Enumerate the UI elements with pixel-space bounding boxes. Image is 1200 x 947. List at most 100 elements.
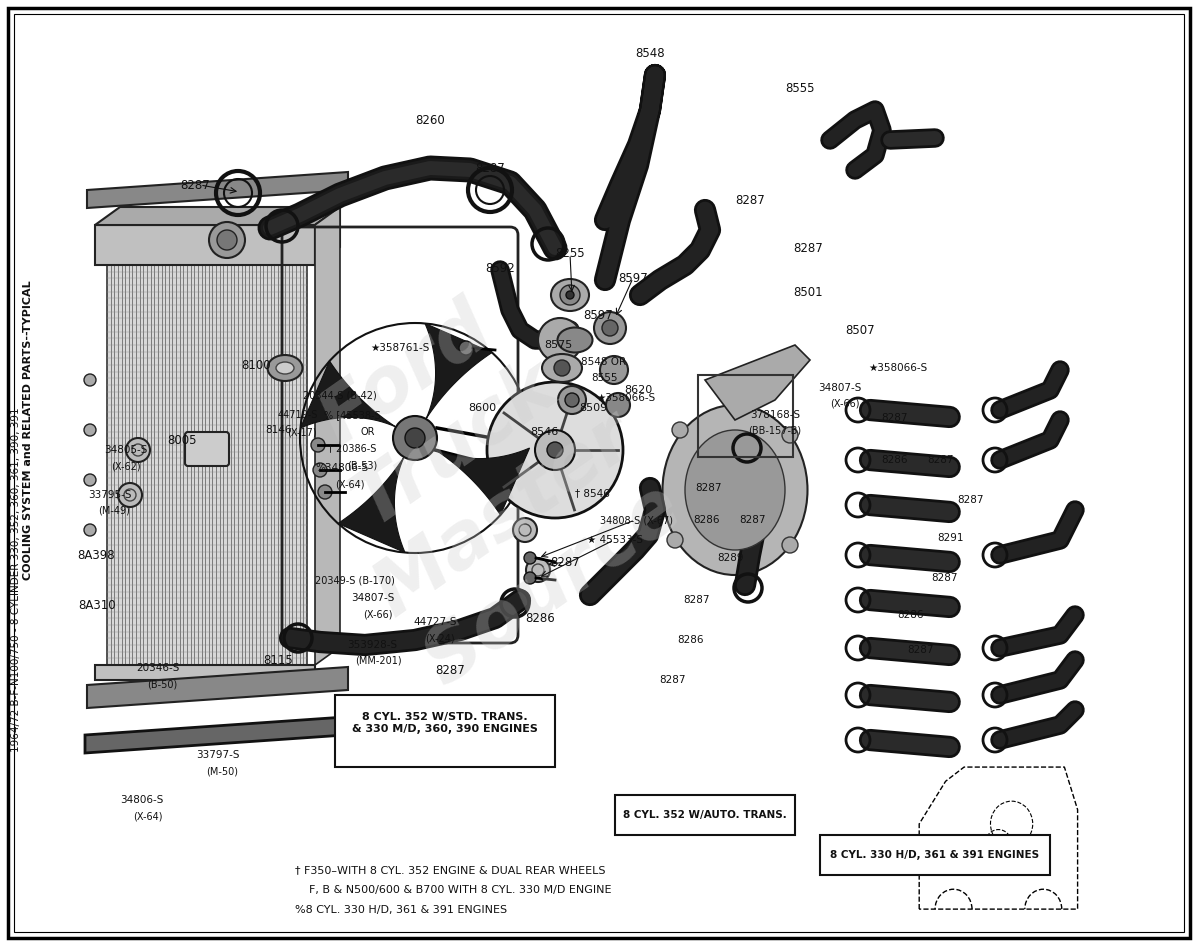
Text: (B-53): (B-53)	[347, 460, 377, 470]
Text: 8A310: 8A310	[78, 599, 116, 612]
Circle shape	[118, 483, 142, 507]
Ellipse shape	[551, 279, 589, 311]
Circle shape	[84, 424, 96, 436]
Text: 8100: 8100	[241, 359, 271, 371]
Text: 8548: 8548	[635, 46, 665, 60]
Text: (M-49): (M-49)	[98, 505, 130, 515]
Circle shape	[538, 318, 582, 362]
Text: 8555: 8555	[590, 373, 617, 383]
Polygon shape	[107, 247, 332, 265]
Bar	[107, 265, 307, 665]
Circle shape	[565, 393, 580, 407]
Polygon shape	[425, 324, 492, 419]
Text: 8286: 8286	[677, 635, 703, 645]
Circle shape	[514, 518, 538, 542]
Circle shape	[217, 230, 238, 250]
Circle shape	[84, 524, 96, 536]
Circle shape	[667, 532, 683, 548]
Circle shape	[458, 341, 473, 355]
Text: (X-24): (X-24)	[425, 633, 455, 643]
Text: 34807-S: 34807-S	[352, 593, 395, 603]
Text: 8287: 8287	[793, 241, 823, 255]
Text: 8507: 8507	[845, 324, 875, 336]
Text: 34808-S (X-67): 34808-S (X-67)	[600, 515, 672, 525]
Text: ★358066-S: ★358066-S	[596, 393, 655, 403]
Text: 8287: 8287	[926, 455, 953, 465]
Polygon shape	[88, 172, 348, 208]
Text: 8287: 8287	[659, 675, 685, 685]
Circle shape	[526, 558, 550, 582]
Text: % ⁅45538-S: % ⁅45538-S	[324, 410, 380, 420]
Text: 8287: 8287	[695, 483, 721, 493]
Text: 8115: 8115	[263, 653, 293, 667]
Circle shape	[524, 552, 536, 564]
Circle shape	[558, 386, 586, 414]
Text: 8286: 8286	[882, 455, 908, 465]
Text: 8 CYL. 330 H/D, 361 & 391 ENGINES: 8 CYL. 330 H/D, 361 & 391 ENGINES	[830, 850, 1039, 860]
Text: 8287: 8287	[931, 573, 959, 583]
Text: (X-17): (X-17)	[287, 427, 317, 437]
Text: (B-50): (B-50)	[146, 679, 178, 689]
Circle shape	[672, 422, 688, 438]
Text: 8620: 8620	[624, 385, 652, 395]
Polygon shape	[434, 448, 529, 515]
Polygon shape	[85, 717, 346, 753]
Polygon shape	[706, 345, 810, 420]
Text: 8597: 8597	[583, 309, 613, 321]
Text: 20346-S: 20346-S	[137, 663, 180, 673]
Text: OR: OR	[361, 427, 376, 437]
Text: 8 CYL. 352 W/STD. TRANS.
& 330 M/D, 360, 390 ENGINES: 8 CYL. 352 W/STD. TRANS. & 330 M/D, 360,…	[352, 712, 538, 734]
Text: 8287: 8287	[550, 556, 580, 568]
Ellipse shape	[542, 354, 582, 382]
Polygon shape	[95, 225, 314, 265]
Text: 8555: 8555	[785, 81, 815, 95]
Text: 44727-S: 44727-S	[413, 617, 457, 627]
Circle shape	[554, 360, 570, 376]
Text: 1964/72 B-F-N100/750 - 8 CYLINDER 330, 352, 360, 361, 390, 391: 1964/72 B-F-N100/750 - 8 CYLINDER 330, 3…	[11, 408, 22, 752]
Circle shape	[209, 222, 245, 258]
Bar	[335, 695, 554, 767]
Text: (X-66): (X-66)	[364, 609, 392, 619]
Text: (BB-157-B): (BB-157-B)	[749, 425, 802, 435]
Ellipse shape	[685, 430, 785, 550]
Text: 353928-S: 353928-S	[347, 640, 397, 650]
Polygon shape	[95, 207, 340, 225]
Ellipse shape	[662, 405, 808, 575]
Text: 34806-S: 34806-S	[120, 795, 163, 805]
Text: %34806-S: %34806-S	[316, 463, 368, 473]
Circle shape	[394, 416, 437, 460]
Text: 34805-S: 34805-S	[104, 445, 148, 455]
Text: 8 CYL. 352 W/AUTO. TRANS.: 8 CYL. 352 W/AUTO. TRANS.	[623, 810, 787, 820]
Text: (X-64): (X-64)	[133, 811, 163, 821]
Text: 33797-S: 33797-S	[197, 750, 240, 760]
Text: ★358066-S: ★358066-S	[869, 363, 928, 373]
Text: 8286: 8286	[526, 612, 554, 624]
Text: 8592: 8592	[485, 261, 515, 275]
Text: 8287: 8287	[739, 515, 766, 525]
Text: 34807-S: 34807-S	[818, 383, 862, 393]
Polygon shape	[88, 667, 348, 708]
Text: 378168-S: 378168-S	[750, 410, 800, 420]
Text: 8289: 8289	[716, 553, 743, 563]
Circle shape	[600, 356, 628, 384]
Text: Ford
Truck
Master
Source: Ford Truck Master Source	[263, 259, 697, 701]
Text: 8597: 8597	[618, 272, 648, 284]
Circle shape	[606, 393, 630, 417]
Text: 8287: 8287	[907, 645, 934, 655]
Text: 8287: 8287	[882, 413, 908, 423]
Text: (M-50): (M-50)	[206, 766, 238, 776]
Ellipse shape	[558, 328, 593, 352]
Circle shape	[566, 291, 574, 299]
Text: 8509: 8509	[578, 403, 607, 413]
Text: %8 CYL. 330 H/D, 361 & 391 ENGINES: %8 CYL. 330 H/D, 361 & 391 ENGINES	[295, 905, 508, 915]
Text: 8501: 8501	[793, 285, 823, 298]
Bar	[698, 375, 793, 457]
Text: 44719-S: 44719-S	[278, 410, 318, 420]
Polygon shape	[314, 207, 340, 265]
Circle shape	[406, 428, 425, 448]
Text: 20349-S (B-170): 20349-S (B-170)	[316, 575, 395, 585]
Text: 8287: 8287	[956, 495, 983, 505]
Circle shape	[594, 312, 626, 344]
Circle shape	[84, 474, 96, 486]
Text: 8260: 8260	[415, 114, 445, 127]
